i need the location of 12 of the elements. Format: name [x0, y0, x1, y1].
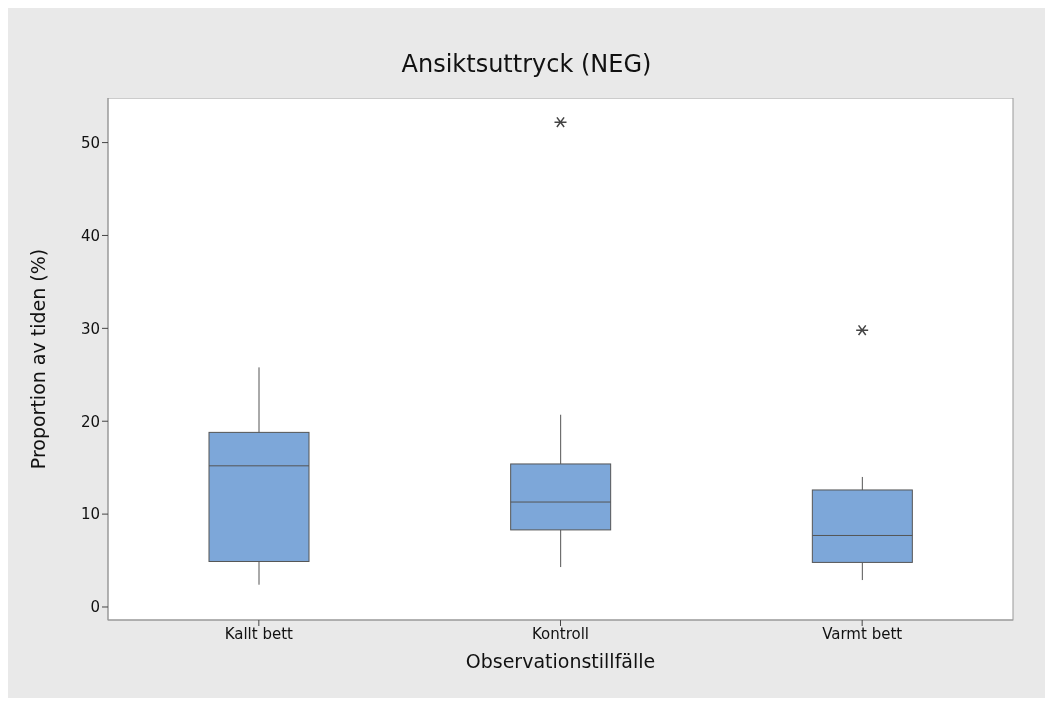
chart-title: Ansiktsuttryck (NEG)	[400, 50, 653, 78]
y-axis-title: Proportion av tiden (%)	[26, 248, 49, 470]
y-tick-label: 40	[80, 226, 100, 245]
y-tick-label: 20	[80, 412, 100, 431]
x-tick-label: Varmt bett	[822, 624, 903, 643]
y-tick-label: 30	[80, 319, 100, 338]
y-tick-label: 10	[80, 505, 100, 524]
x-axis-title: Observationstillfälle	[465, 650, 656, 672]
y-tick-label: 50	[80, 133, 100, 152]
x-tick-label: Kontroll	[531, 624, 590, 643]
x-tick-label: Kallt bett	[224, 624, 294, 643]
y-tick-label: 0	[90, 598, 100, 617]
